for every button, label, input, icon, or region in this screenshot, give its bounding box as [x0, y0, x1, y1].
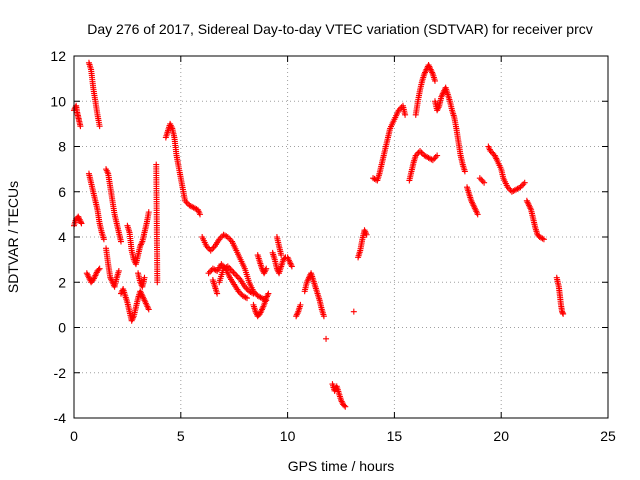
data-point	[278, 252, 285, 259]
data-point	[77, 123, 84, 130]
data-point	[540, 236, 547, 243]
data-point	[223, 264, 230, 271]
plot-frame	[73, 55, 609, 419]
data-point	[402, 111, 409, 118]
data-point	[96, 265, 103, 272]
data-point	[265, 290, 272, 297]
data-point	[153, 161, 160, 168]
data-point	[431, 77, 438, 84]
data-point	[117, 238, 124, 245]
data-point	[209, 246, 216, 253]
y-tick-label: 8	[58, 139, 66, 155]
data-point	[229, 267, 236, 274]
data-point	[323, 335, 330, 342]
data-point	[418, 149, 425, 156]
data-point	[249, 289, 255, 296]
data-point	[417, 148, 424, 155]
x-tick-label: 20	[493, 428, 509, 444]
data-point	[486, 145, 493, 152]
data-point	[434, 152, 441, 159]
x-tick-label: 5	[177, 428, 185, 444]
data-point	[115, 267, 122, 274]
chart-title: Day 276 of 2017, Sidereal Day-to-day VTE…	[87, 21, 593, 37]
data-point	[481, 179, 488, 186]
y-axis-label: SDTVAR / TECUs	[5, 181, 21, 293]
y-tick-label: 2	[58, 274, 66, 290]
data-point	[145, 306, 152, 313]
data-point	[320, 313, 327, 320]
data-point	[207, 247, 214, 254]
data-point	[263, 265, 270, 272]
y-tick-label: 10	[50, 93, 66, 109]
data-point	[478, 176, 485, 183]
data-points	[71, 59, 567, 410]
data-point	[288, 263, 295, 270]
data-point	[342, 403, 349, 410]
data-point	[233, 272, 240, 279]
data-point	[350, 308, 357, 315]
data-point	[234, 273, 241, 280]
data-point	[244, 295, 251, 302]
x-tick-label: 15	[387, 428, 403, 444]
y-tick-label: 0	[58, 320, 66, 336]
data-point	[250, 290, 257, 297]
data-point	[341, 402, 348, 409]
x-tick-label: 25	[600, 428, 616, 444]
data-point	[520, 181, 527, 188]
data-point	[205, 270, 212, 277]
x-tick-label: 10	[280, 428, 296, 444]
y-tick-label: 12	[50, 48, 66, 64]
x-tick-label: 0	[70, 428, 78, 444]
data-point	[230, 269, 237, 276]
data-point	[96, 123, 103, 130]
data-point	[145, 209, 152, 216]
data-point	[479, 178, 486, 185]
data-point	[78, 220, 85, 227]
data-point	[95, 266, 102, 273]
y-tick-label: -2	[54, 365, 67, 381]
data-point	[431, 155, 438, 162]
axis-ticks: 0 5 10 15 20 25 -4 -2 0 2 4 6 8 10 12	[50, 48, 616, 444]
data-point	[231, 270, 238, 277]
y-tick-label: 4	[58, 229, 66, 245]
data-point	[539, 235, 546, 242]
data-point	[297, 301, 304, 308]
data-point	[428, 156, 435, 163]
data-point	[560, 310, 567, 317]
grid	[74, 56, 608, 418]
data-point	[363, 231, 370, 238]
data-point	[242, 294, 249, 301]
y-tick-label: -4	[54, 410, 67, 426]
data-point	[214, 290, 221, 297]
data-point	[461, 168, 468, 175]
data-point	[476, 175, 483, 182]
data-point	[100, 236, 107, 243]
data-point	[474, 211, 481, 218]
data-point	[104, 169, 111, 176]
data-point	[521, 179, 528, 186]
data-point	[141, 274, 148, 281]
data-point	[196, 209, 203, 216]
x-axis-label: GPS time / hours	[288, 458, 395, 474]
y-tick-label: 6	[58, 184, 66, 200]
data-point	[197, 211, 204, 218]
